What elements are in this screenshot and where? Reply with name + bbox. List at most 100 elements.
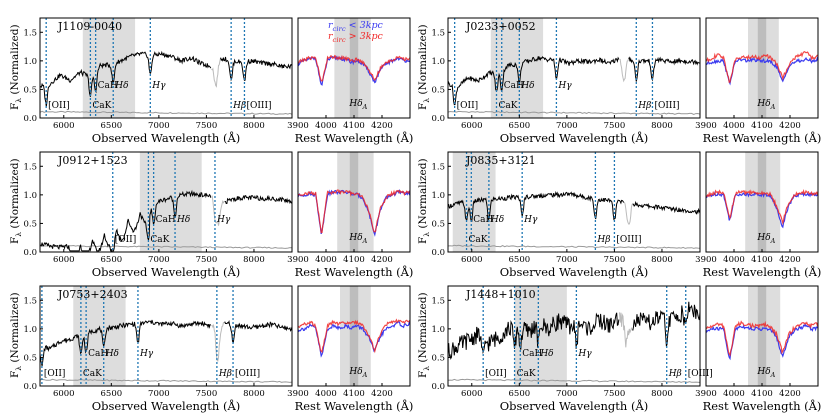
y-axis-label: Fλ (Normalized) — [9, 24, 23, 110]
line-label: Hδ — [176, 215, 190, 225]
rest-x-tick-label: 4000 — [723, 389, 745, 399]
rest-x-tick-label: 4000 — [723, 255, 745, 265]
hdelta-label: HδA — [756, 233, 775, 245]
y-tick-label: 0.0 — [431, 248, 445, 258]
line-label: [OIII] — [246, 101, 271, 111]
x-axis-label-observed: Observed Wavelength (Å) — [92, 399, 241, 413]
x-tick-label: 6500 — [101, 255, 123, 265]
y-tick-label: 1.0 — [431, 57, 445, 67]
rest-x-tick-label: 4000 — [315, 389, 337, 399]
line-label: CaH — [473, 215, 493, 225]
x-tick-label: 8000 — [243, 255, 265, 265]
line-label: [OIII] — [654, 101, 679, 111]
rest-x-tick-label: 4100 — [343, 255, 365, 265]
x-tick-label: 8000 — [243, 121, 265, 131]
hdelta-label: HδA — [756, 367, 775, 379]
y-tick-label: 0.5 — [431, 85, 445, 95]
x-tick-label: 8000 — [651, 121, 673, 131]
line-label: [OIII] — [235, 369, 260, 379]
rest-outer-series-line — [297, 54, 411, 82]
rest-x-tick-label: 4000 — [315, 255, 337, 265]
x-tick-label: 8000 — [651, 389, 673, 399]
x-tick-label: 6500 — [509, 389, 531, 399]
line-label: CaK — [83, 369, 102, 379]
rest-x-tick-label: 3900 — [695, 389, 717, 399]
line-label: Hβ — [668, 369, 682, 379]
line-label: Hδ — [539, 349, 553, 359]
x-axis-label-observed: Observed Wavelength (Å) — [92, 131, 241, 145]
masked-spectrum-line — [211, 57, 222, 88]
rest-shade-inner — [349, 286, 359, 386]
rest-shade-inner — [757, 18, 767, 118]
y-tick-label: 1.0 — [431, 325, 445, 335]
line-label: CaK — [150, 235, 169, 245]
y-axis-label: Fλ (Normalized) — [417, 292, 431, 378]
x-tick-label: 8000 — [243, 389, 265, 399]
rest-x-tick-label: 4100 — [343, 121, 365, 131]
x-axis-label-rest: Rest Wavelength (Å) — [295, 265, 414, 279]
rest-x-tick-label: 4200 — [779, 121, 801, 131]
object-name-label: J1109-0040 — [57, 20, 122, 33]
x-tick-label: 7500 — [196, 121, 218, 131]
masked-spectrum-line — [211, 195, 225, 226]
line-label: Hδ — [114, 81, 128, 91]
rest-x-tick-label: 4200 — [371, 389, 393, 399]
line-label: Hγ — [577, 349, 592, 359]
line-label: CaH — [98, 81, 118, 91]
observed-axes-frame — [39, 17, 293, 119]
x-tick-label: 6000 — [461, 389, 483, 399]
rest-x-tick-label: 3900 — [695, 255, 717, 265]
object-name-label: J0912+1523 — [57, 154, 128, 167]
rest-inner-series-line — [705, 56, 819, 86]
error-spectrum-line — [447, 110, 701, 116]
x-axis-label-rest: Rest Wavelength (Å) — [703, 399, 822, 413]
masked-spectrum-line — [619, 58, 630, 83]
y-tick-label: 0.5 — [23, 219, 37, 229]
y-tick-label: 0.5 — [431, 219, 445, 229]
y-tick-label: 0.5 — [431, 353, 445, 363]
y-tick-label: 1.0 — [23, 325, 37, 335]
observed-axes-frame — [39, 285, 293, 387]
rest-outer-series-line — [297, 189, 411, 234]
line-label: [OII] — [115, 235, 137, 245]
x-axis-label-observed: Observed Wavelength (Å) — [500, 265, 649, 279]
x-tick-label: 7000 — [148, 389, 170, 399]
object-name-label: J0233+0052 — [465, 20, 536, 33]
rest-x-tick-label: 3900 — [287, 389, 309, 399]
line-label: [OII] — [457, 101, 479, 111]
x-axis-label-observed: Observed Wavelength (Å) — [500, 399, 649, 413]
y-tick-label: 0.0 — [23, 382, 37, 392]
line-label: Hδ — [105, 349, 119, 359]
line-label: Hγ — [557, 81, 572, 91]
y-tick-label: 1.5 — [431, 296, 445, 306]
x-tick-label: 6000 — [461, 255, 483, 265]
line-label: CaH — [522, 349, 542, 359]
rest-x-tick-label: 4100 — [751, 389, 773, 399]
line-label: Hγ — [139, 349, 154, 359]
y-tick-label: 0.0 — [23, 248, 37, 258]
line-label: Hδ — [520, 81, 534, 91]
line-label: [OII] — [44, 369, 66, 379]
observed-spectrum-line — [40, 189, 292, 252]
rest-x-tick-label: 4100 — [343, 389, 365, 399]
hdelta-label: HδA — [348, 233, 367, 245]
x-tick-label: 7500 — [604, 121, 626, 131]
x-tick-label: 6000 — [53, 389, 75, 399]
x-tick-label: 6500 — [101, 121, 123, 131]
line-label: CaK — [92, 101, 111, 111]
rest-x-tick-label: 4000 — [723, 121, 745, 131]
y-axis-label: Fλ (Normalized) — [9, 158, 23, 244]
observed-axes-frame — [447, 17, 701, 119]
rest-outer-series-line — [297, 318, 411, 354]
x-tick-label: 8000 — [651, 255, 673, 265]
observed-spectrum-line — [40, 50, 292, 107]
y-tick-label: 1.5 — [431, 28, 445, 38]
object-name-label: J0753+2403 — [57, 288, 128, 301]
rest-shade-inner — [757, 152, 767, 252]
observed-shade-band — [514, 286, 567, 386]
object-name-label: J1448+1010 — [465, 288, 536, 301]
rest-shade-inner — [757, 286, 767, 386]
